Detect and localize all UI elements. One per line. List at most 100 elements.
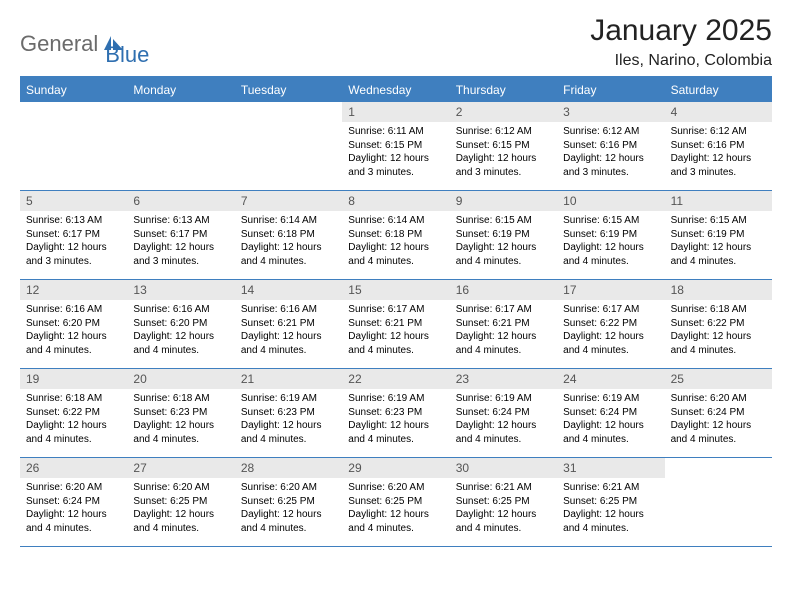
day-cell: [20, 102, 127, 190]
sunrise-line: Sunrise: 6:18 AM: [133, 392, 228, 406]
sunset-line: Sunset: 6:21 PM: [348, 317, 443, 331]
day-cell: 22 Sunrise: 6:19 AMSunset: 6:23 PMDayligh…: [342, 369, 449, 457]
sunset-line: Sunset: 6:17 PM: [133, 228, 228, 242]
sunrise-line: Sunrise: 6:16 AM: [26, 303, 121, 317]
day-cell: 28Sunrise: 6:20 AMSunset: 6:25 PMDayligh…: [235, 458, 342, 546]
daylight-line: Daylight: 12 hours and 4 minutes.: [241, 419, 336, 446]
sunset-line: Sunset: 6:21 PM: [456, 317, 551, 331]
sunset-line: Sunset: 6:19 PM: [563, 228, 658, 242]
day-body: Sunrise: 6:14 AMSunset: 6:18 PMDaylight:…: [342, 211, 449, 274]
location: Iles, Narino, Colombia: [590, 52, 772, 70]
sunset-line: Sunset: 6:15 PM: [348, 139, 443, 153]
day-body: Sunrise: 6:13 AMSunset: 6:17 PMDaylight:…: [127, 211, 234, 274]
sunset-line: Sunset: 6:24 PM: [563, 406, 658, 420]
day-number: 10: [557, 191, 664, 211]
day-number: 30: [450, 458, 557, 478]
day-cell: 10Sunrise: 6:15 AMSunset: 6:19 PMDayligh…: [557, 191, 664, 279]
sunrise-line: Sunrise: 6:12 AM: [671, 125, 766, 139]
sunrise-line: Sunrise: 6:19 AM: [456, 392, 551, 406]
sunrise-line: Sunrise: 6:16 AM: [241, 303, 336, 317]
sunset-line: Sunset: 6:22 PM: [26, 406, 121, 420]
day-number: 7: [235, 191, 342, 211]
day-number: 2: [450, 102, 557, 122]
day-number: 31: [557, 458, 664, 478]
day-body: Sunrise: 6:18 AMSunset: 6:22 PMDaylight:…: [665, 300, 772, 363]
day-cell: [665, 458, 772, 546]
day-number: 28: [235, 458, 342, 478]
daylight-line: Daylight: 12 hours and 4 minutes.: [671, 241, 766, 268]
day-number: 5: [20, 191, 127, 211]
page: General Blue January 2025 Iles, Narino, …: [0, 0, 792, 547]
day-body: Sunrise: 6:15 AMSunset: 6:19 PMDaylight:…: [450, 211, 557, 274]
daylight-line: Daylight: 12 hours and 4 minutes.: [241, 330, 336, 357]
day-cell: 6Sunrise: 6:13 AMSunset: 6:17 PMDaylight…: [127, 191, 234, 279]
daylight-line: Daylight: 12 hours and 4 minutes.: [133, 419, 228, 446]
sunset-line: Sunset: 6:22 PM: [563, 317, 658, 331]
day-cell: 30Sunrise: 6:21 AMSunset: 6:25 PMDayligh…: [450, 458, 557, 546]
day-cell: [235, 102, 342, 190]
sunset-line: Sunset: 6:23 PM: [241, 406, 336, 420]
sunrise-line: Sunrise: 6:18 AM: [671, 303, 766, 317]
sails-icon: [101, 34, 125, 52]
weekday-header: Thursday: [450, 78, 557, 102]
day-number: 17: [557, 280, 664, 300]
day-cell: 7Sunrise: 6:14 AMSunset: 6:18 PMDaylight…: [235, 191, 342, 279]
title-block: January 2025 Iles, Narino, Colombia: [590, 14, 772, 70]
sunset-line: Sunset: 6:23 PM: [348, 406, 443, 420]
sunset-line: Sunset: 6:19 PM: [671, 228, 766, 242]
day-cell: 19Sunrise: 6:18 AMSunset: 6:22 PMDayligh…: [20, 369, 127, 457]
week-row: 5Sunrise: 6:13 AMSunset: 6:17 PMDaylight…: [20, 191, 772, 280]
sunrise-line: Sunrise: 6:20 AM: [671, 392, 766, 406]
day-body: Sunrise: 6:20 AMSunset: 6:25 PMDaylight:…: [127, 478, 234, 541]
sunrise-line: Sunrise: 6:21 AM: [456, 481, 551, 495]
day-body: Sunrise: 6:16 AMSunset: 6:21 PMDaylight:…: [235, 300, 342, 363]
sunrise-line: Sunrise: 6:17 AM: [456, 303, 551, 317]
daylight-line: Daylight: 12 hours and 4 minutes.: [563, 241, 658, 268]
day-number: 14: [235, 280, 342, 300]
day-number: 19: [20, 369, 127, 389]
day-body: Sunrise: 6:14 AMSunset: 6:18 PMDaylight:…: [235, 211, 342, 274]
daylight-line: Daylight: 12 hours and 4 minutes.: [456, 241, 551, 268]
day-number: 20: [127, 369, 234, 389]
sunrise-line: Sunrise: 6:20 AM: [348, 481, 443, 495]
day-number: 22: [342, 369, 449, 389]
week-row: 19Sunrise: 6:18 AMSunset: 6:22 PMDayligh…: [20, 369, 772, 458]
day-cell: 15Sunrise: 6:17 AMSunset: 6:21 PMDayligh…: [342, 280, 449, 368]
day-body: Sunrise: 6:12 AMSunset: 6:16 PMDaylight:…: [557, 122, 664, 185]
sunrise-line: Sunrise: 6:17 AM: [563, 303, 658, 317]
day-body: Sunrise: 6:15 AMSunset: 6:19 PMDaylight:…: [557, 211, 664, 274]
sunset-line: Sunset: 6:18 PM: [348, 228, 443, 242]
day-cell: 11Sunrise: 6:15 AMSunset: 6:19 PMDayligh…: [665, 191, 772, 279]
sunset-line: Sunset: 6:21 PM: [241, 317, 336, 331]
daylight-line: Daylight: 12 hours and 4 minutes.: [563, 508, 658, 535]
daylight-line: Daylight: 12 hours and 4 minutes.: [241, 241, 336, 268]
sunset-line: Sunset: 6:25 PM: [456, 495, 551, 509]
day-body: Sunrise: 6:16 AMSunset: 6:20 PMDaylight:…: [20, 300, 127, 363]
day-cell: 17Sunrise: 6:17 AMSunset: 6:22 PMDayligh…: [557, 280, 664, 368]
day-cell: 23Sunrise: 6:19 AMSunset: 6:24 PMDayligh…: [450, 369, 557, 457]
sunrise-line: Sunrise: 6:12 AM: [456, 125, 551, 139]
daylight-line: Daylight: 12 hours and 4 minutes.: [348, 508, 443, 535]
sunrise-line: Sunrise: 6:17 AM: [348, 303, 443, 317]
weeks-container: 1Sunrise: 6:11 AMSunset: 6:15 PMDaylight…: [20, 102, 772, 547]
daylight-line: Daylight: 12 hours and 4 minutes.: [26, 419, 121, 446]
day-cell: 2Sunrise: 6:12 AMSunset: 6:15 PMDaylight…: [450, 102, 557, 190]
daylight-line: Daylight: 12 hours and 4 minutes.: [348, 419, 443, 446]
weekday-header: Wednesday: [342, 78, 449, 102]
day-cell: 4Sunrise: 6:12 AMSunset: 6:16 PMDaylight…: [665, 102, 772, 190]
daylight-line: Daylight: 12 hours and 3 minutes.: [671, 152, 766, 179]
day-number: 15: [342, 280, 449, 300]
day-body: Sunrise: 6:21 AMSunset: 6:25 PMDaylight:…: [557, 478, 664, 541]
day-body: Sunrise: 6:18 AMSunset: 6:22 PMDaylight:…: [20, 389, 127, 452]
day-body: Sunrise: 6:20 AMSunset: 6:25 PMDaylight:…: [342, 478, 449, 541]
day-body: Sunrise: 6:17 AMSunset: 6:21 PMDaylight:…: [342, 300, 449, 363]
day-body: Sunrise: 6:13 AMSunset: 6:17 PMDaylight:…: [20, 211, 127, 274]
day-cell: 27Sunrise: 6:20 AMSunset: 6:25 PMDayligh…: [127, 458, 234, 546]
sunset-line: Sunset: 6:16 PM: [563, 139, 658, 153]
day-body: Sunrise: 6:17 AMSunset: 6:22 PMDaylight:…: [557, 300, 664, 363]
day-number: 21: [235, 369, 342, 389]
day-number: 16: [450, 280, 557, 300]
week-row: 1Sunrise: 6:11 AMSunset: 6:15 PMDaylight…: [20, 102, 772, 191]
sunrise-line: Sunrise: 6:19 AM: [348, 392, 443, 406]
sunset-line: Sunset: 6:25 PM: [133, 495, 228, 509]
